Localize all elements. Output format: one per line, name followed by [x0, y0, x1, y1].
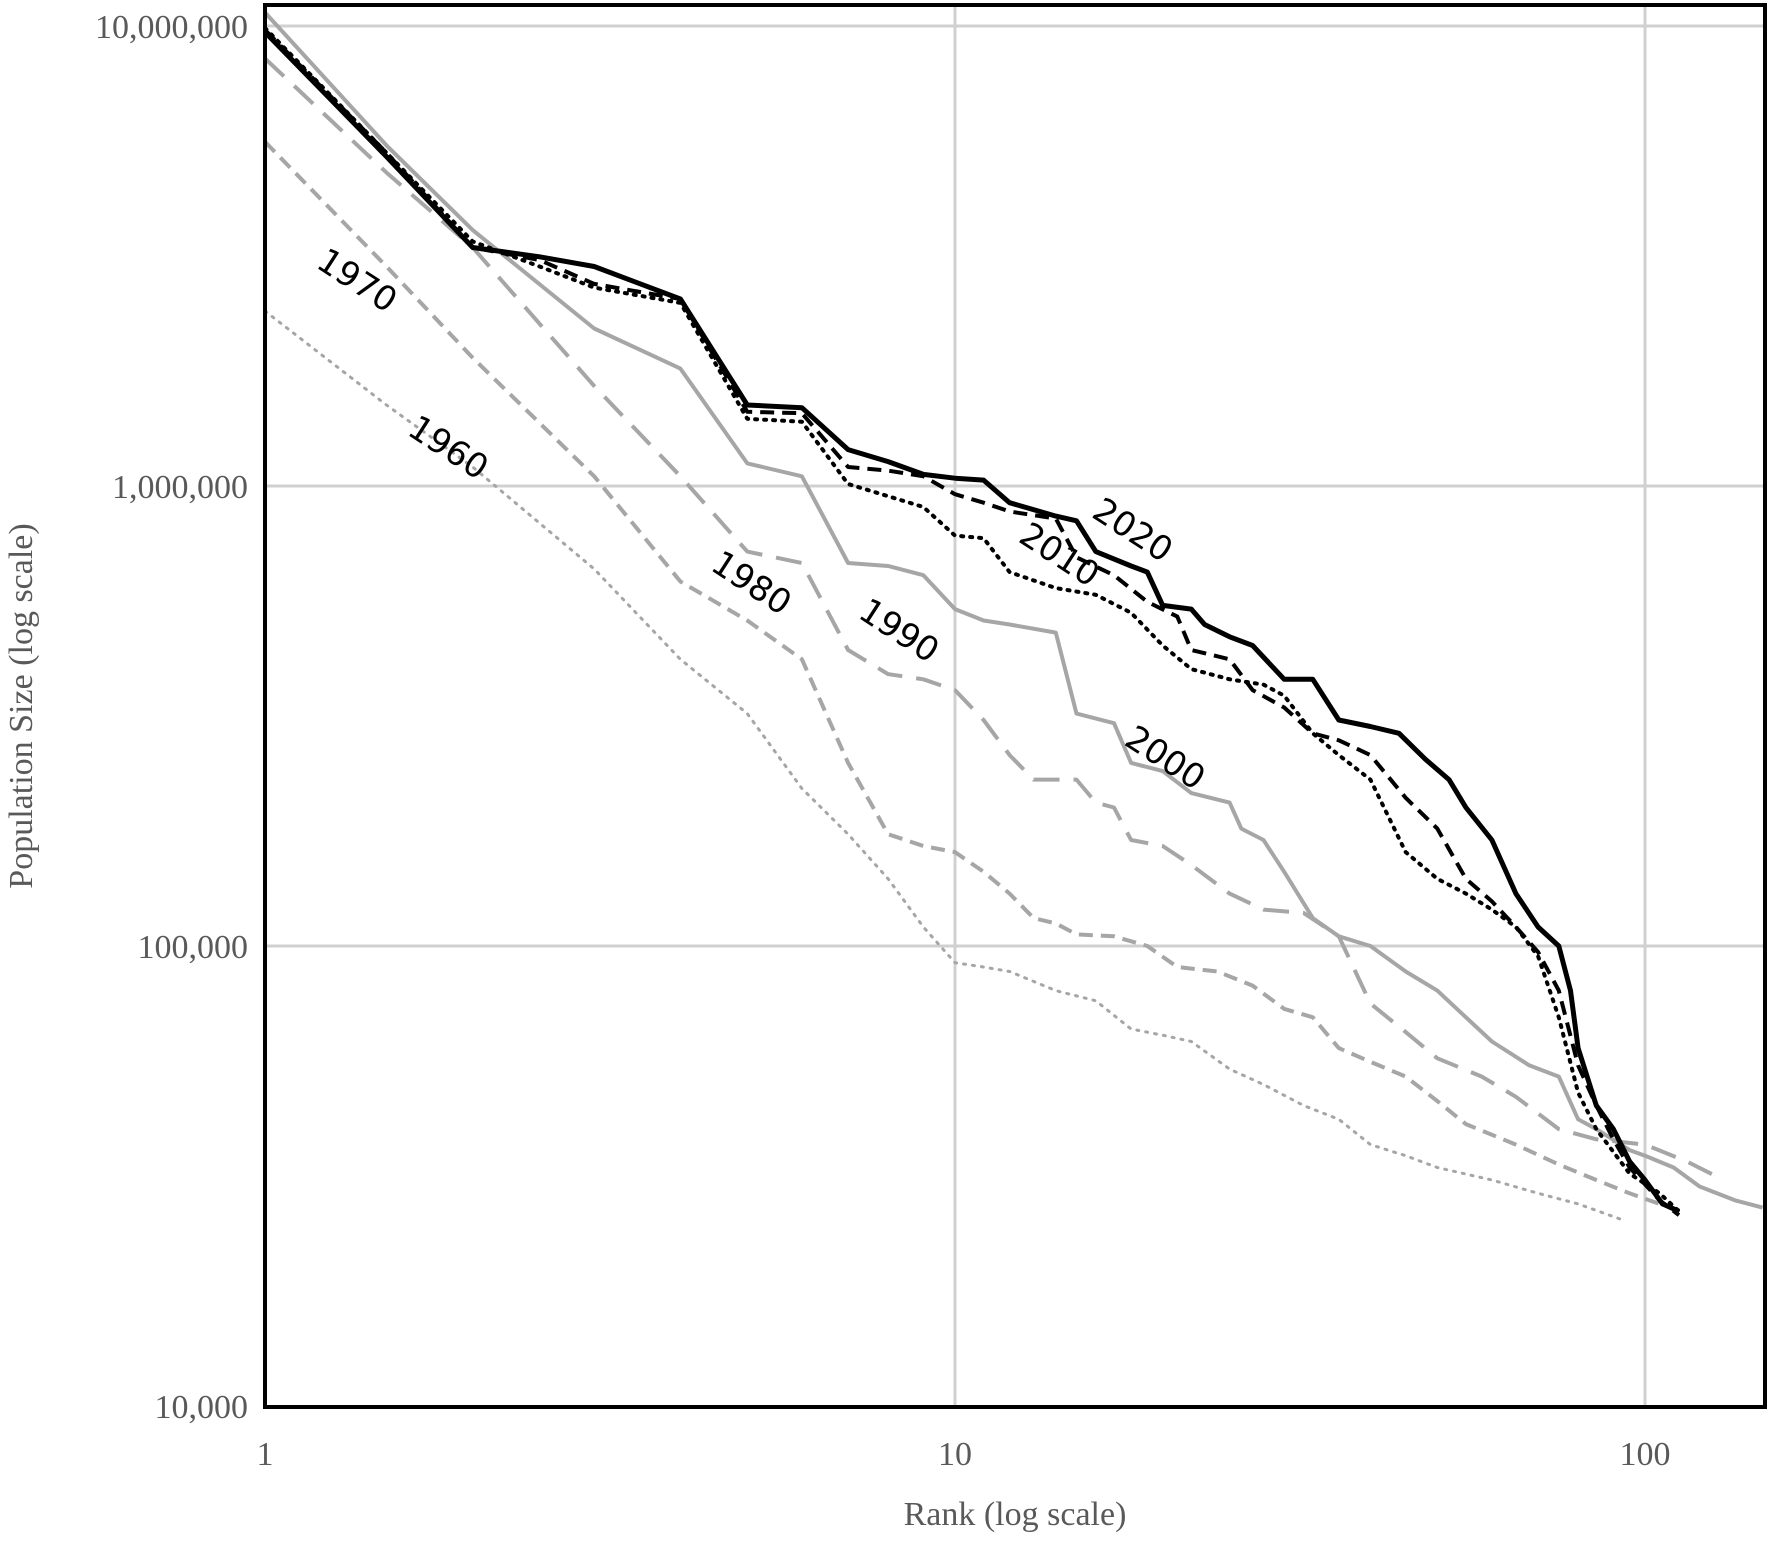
- series-line-1960: [263, 309, 1622, 1221]
- y-tick-label: 10,000,000: [95, 9, 248, 46]
- y-axis-tick-labels: 10,000 100,000 1,000,000 10,000,000: [95, 9, 248, 1426]
- series-label-1980: 1980: [704, 543, 798, 624]
- plot-frame: [263, 3, 1767, 1409]
- series-line-1970: [263, 140, 1661, 1206]
- x-axis-title: Rank (log scale): [904, 1496, 1127, 1533]
- series-line-2000: [263, 26, 1681, 1214]
- x-tick-label: 100: [1620, 1436, 1671, 1473]
- series-line-1980: [263, 57, 1725, 1182]
- series-line-2010: [263, 28, 1681, 1217]
- y-tick-label: 100,000: [138, 929, 249, 966]
- series-line-2020: [263, 30, 1681, 1214]
- x-tick-label: 1: [257, 1436, 274, 1473]
- y-tick-label: 1,000,000: [112, 469, 248, 506]
- series-label-1970: 1970: [310, 241, 404, 322]
- gridlines: [265, 5, 1765, 1407]
- x-tick-label: 10: [938, 1436, 972, 1473]
- series-line-1990: [263, 11, 1764, 1210]
- y-axis-title: Population Size (log scale): [3, 523, 40, 888]
- series-label-2000: 2000: [1118, 718, 1212, 799]
- series-label-1960: 1960: [401, 408, 495, 489]
- x-axis-tick-labels: 1 10 100: [257, 1436, 1671, 1473]
- y-tick-label: 10,000: [155, 1389, 249, 1426]
- series-lines: [263, 11, 1764, 1221]
